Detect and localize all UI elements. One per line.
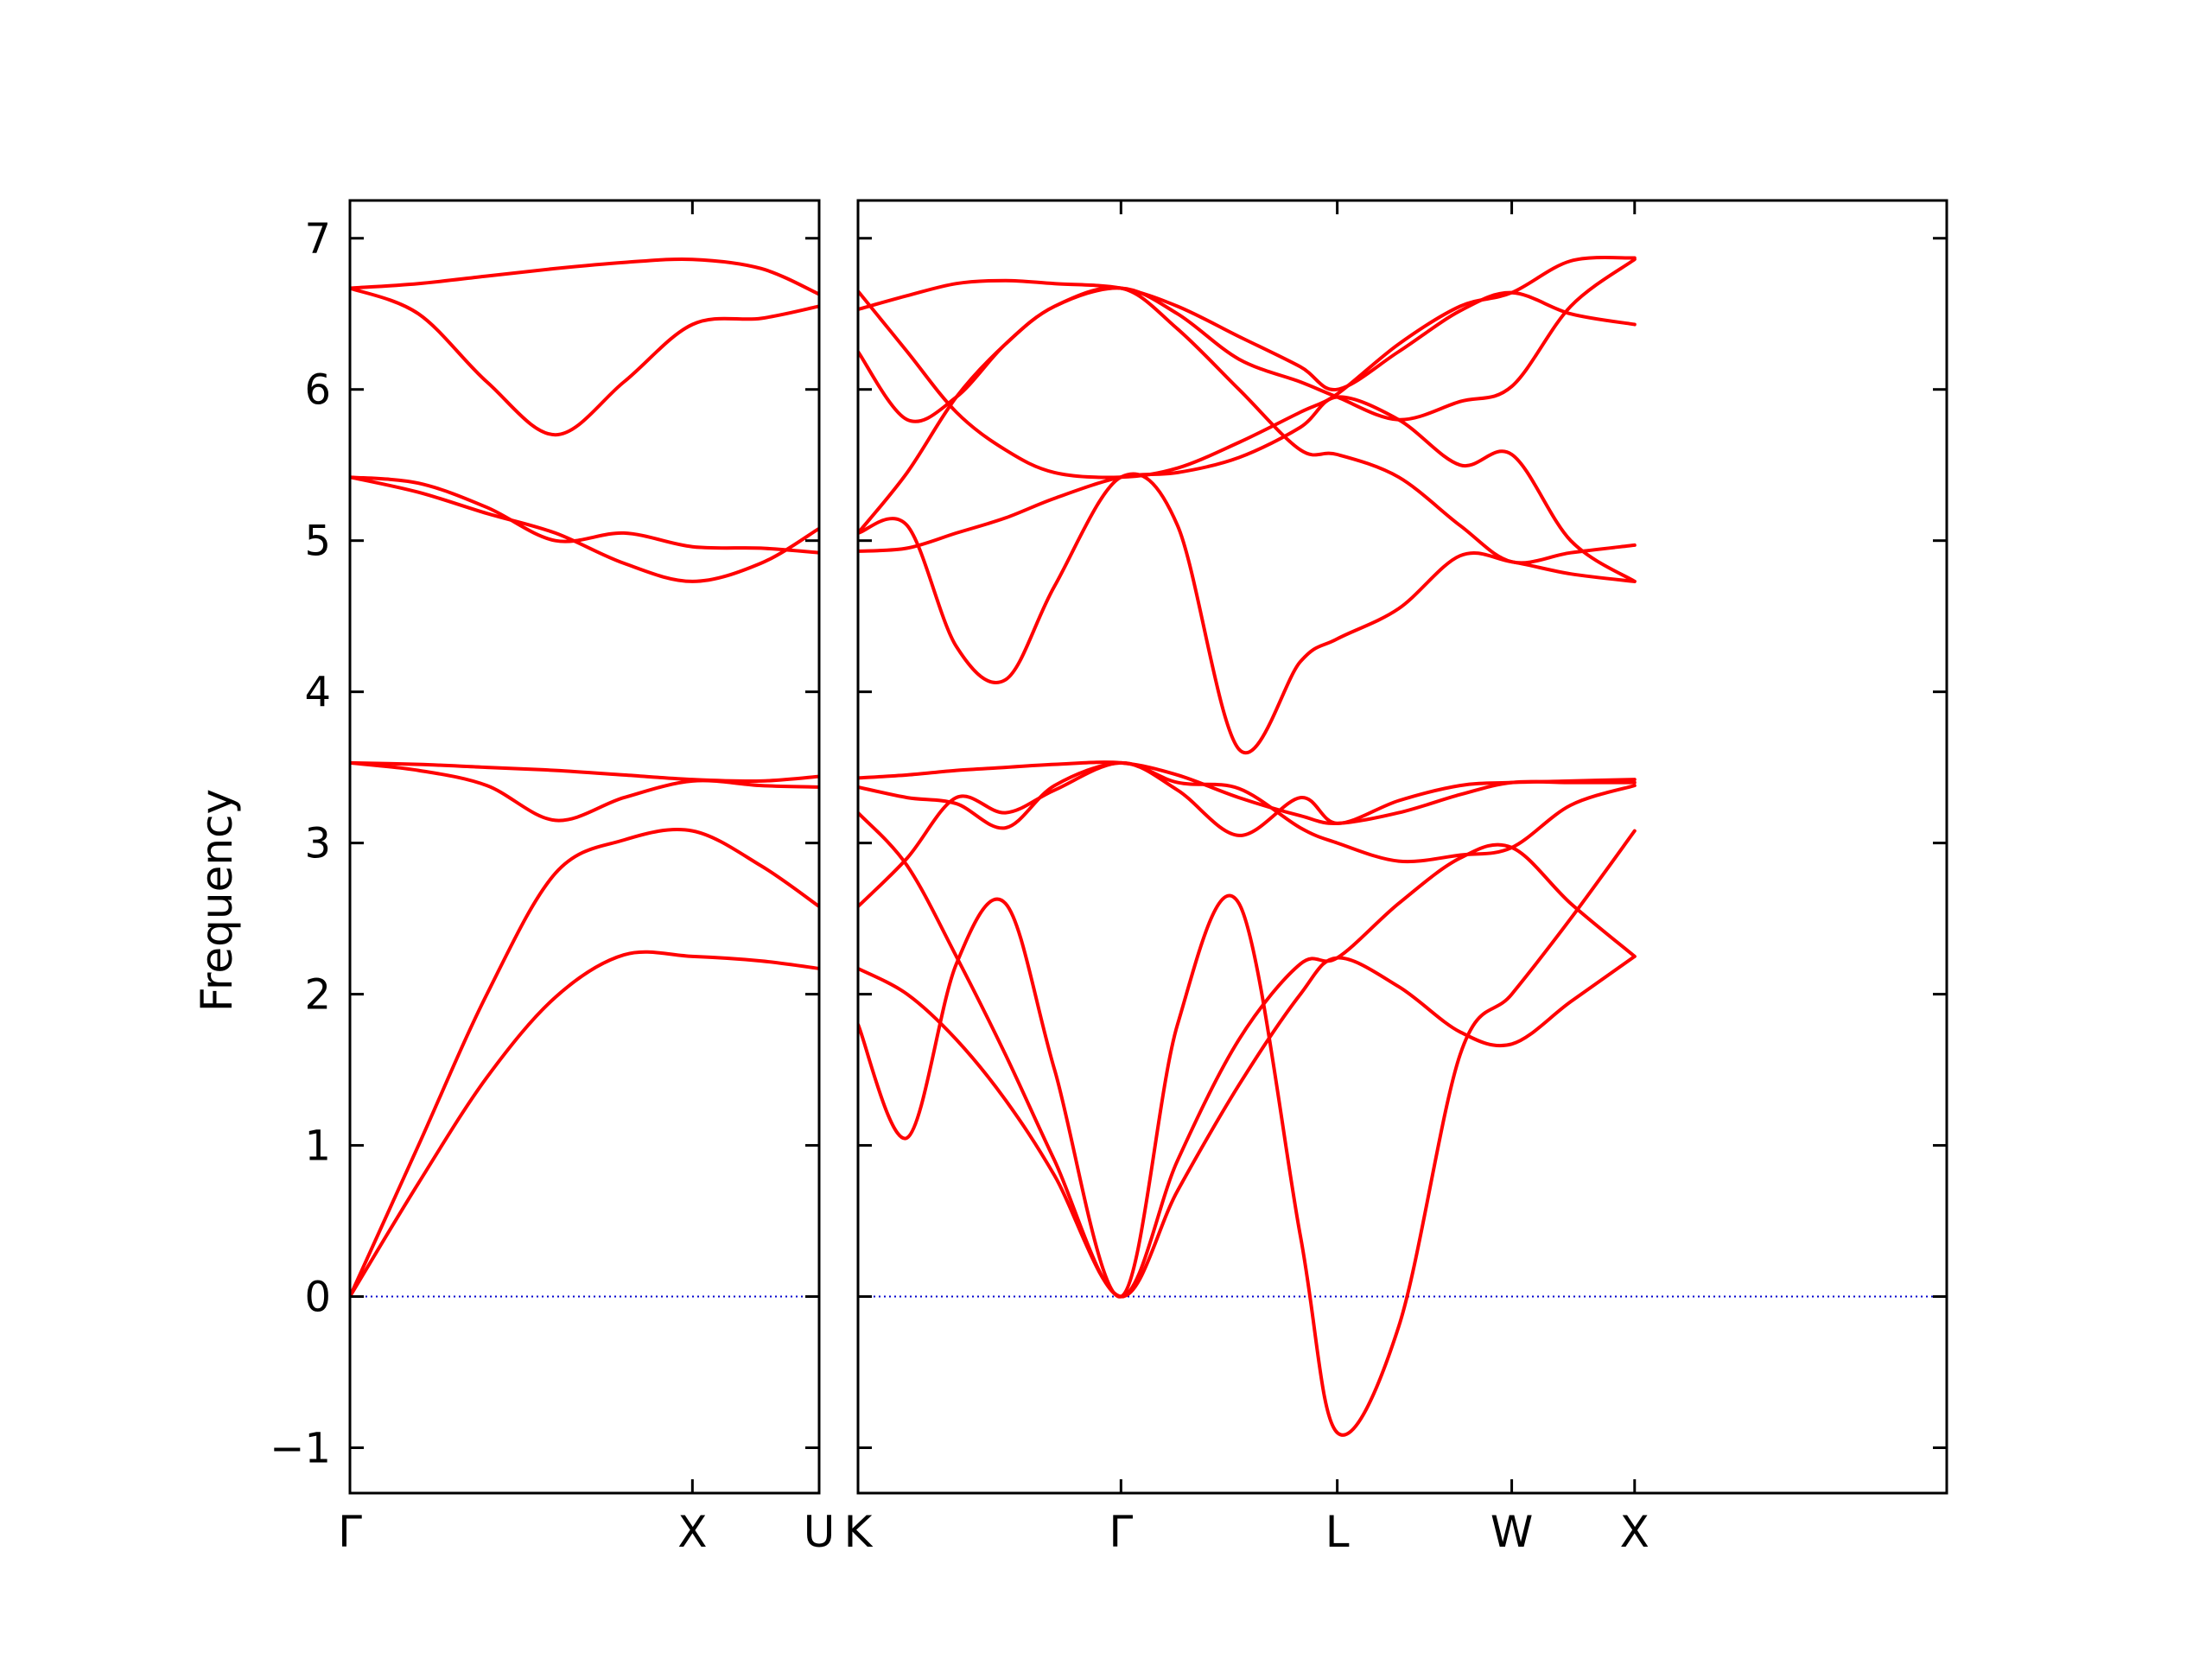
band-line-4 xyxy=(858,760,1637,909)
y-tick-label: −1 xyxy=(270,1425,331,1473)
band-line-6 xyxy=(858,760,1637,825)
panel-frame xyxy=(348,199,821,1495)
band-group xyxy=(858,255,1637,1437)
band-line-6 xyxy=(350,475,819,583)
x-tick-label: W xyxy=(1491,1507,1533,1557)
x-tick-label: X xyxy=(1620,1507,1649,1557)
band-line-12 xyxy=(858,278,1637,391)
band-line-7 xyxy=(858,472,1637,754)
band-line-11 xyxy=(858,255,1637,480)
band-line-8 xyxy=(858,395,1637,583)
y-tick-label: 0 xyxy=(304,1274,331,1322)
chart-panels: −1 0 1 2 3 4 5 6 7 Γ X U K Γ L W X xyxy=(270,199,1948,1557)
x-tick-label: K xyxy=(844,1507,874,1557)
x-tick-label: Γ xyxy=(1109,1507,1133,1557)
y-axis-label: Frequency xyxy=(192,789,242,1012)
y-tick-label: 7 xyxy=(304,215,331,264)
panel-frame xyxy=(856,199,1948,1495)
band-line-5 xyxy=(350,475,819,555)
y-tick-label: 2 xyxy=(304,971,331,1020)
y-tick-label: 3 xyxy=(304,820,331,868)
band-line-3 xyxy=(858,810,1637,1299)
x-tick-label: X xyxy=(677,1507,707,1557)
x-tick-label: Γ xyxy=(338,1507,362,1557)
y-tick-label: 4 xyxy=(304,669,331,717)
band-line-2 xyxy=(858,829,1637,1437)
x-tick-label: L xyxy=(1325,1507,1350,1557)
band-line-5 xyxy=(858,760,1637,864)
band-line-2 xyxy=(350,828,819,1299)
band-line-7 xyxy=(350,286,819,437)
x-tick-label: U xyxy=(804,1507,836,1557)
y-tick-label: 1 xyxy=(304,1122,331,1171)
band-line-9 xyxy=(858,285,1637,565)
band-group xyxy=(350,257,819,1299)
y-tick-label: 5 xyxy=(304,518,331,566)
panel-1: −1 0 1 2 3 4 5 6 7 Γ X U xyxy=(270,199,836,1557)
band-line-1 xyxy=(350,950,819,1299)
band-line-10 xyxy=(858,257,1637,535)
band-line-1 xyxy=(858,954,1637,1299)
band-line-4 xyxy=(350,760,819,823)
band-line-8 xyxy=(350,257,819,296)
y-tick-label: 6 xyxy=(304,366,331,415)
band-line-3 xyxy=(350,760,819,784)
